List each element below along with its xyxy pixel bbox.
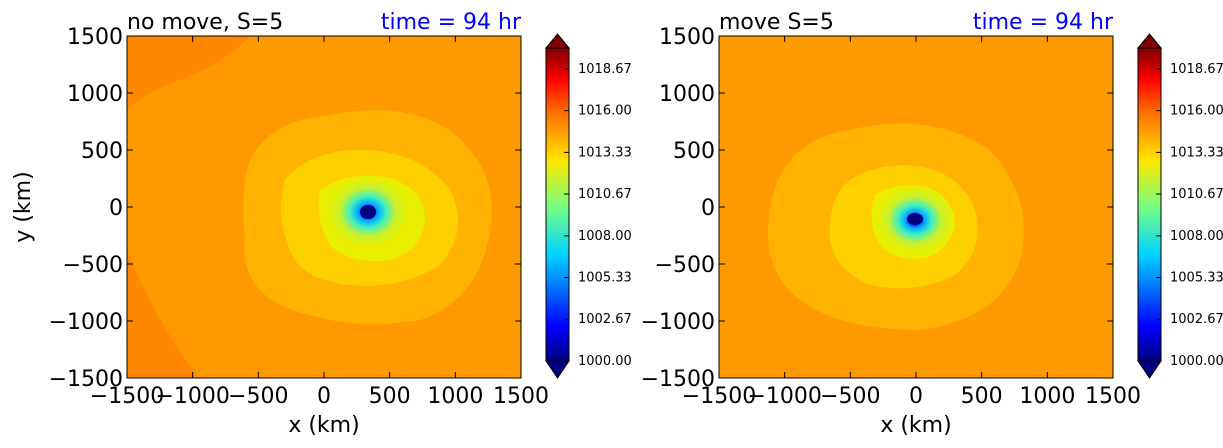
y-tick-label: 1000 (659, 82, 715, 107)
y-tick-label: −500 (63, 253, 123, 278)
left-low-center (360, 205, 376, 219)
colorbar-tick-label: 1008.00 (1170, 229, 1223, 244)
colorbar-tick-label: 1000.00 (578, 354, 632, 369)
colorbar-tick-label: 1010.67 (1170, 187, 1223, 202)
colorbar-tick-label: 1018.67 (578, 62, 632, 77)
x-tick-label: −1000 (747, 384, 821, 409)
colorbar-tick-label: 1018.67 (1170, 62, 1223, 77)
y-tick-label: 500 (81, 139, 123, 164)
left-pressure-field (127, 36, 521, 378)
x-tick-label: 1500 (493, 384, 549, 409)
colorbar-tick-label: 1008.00 (578, 229, 632, 244)
left-time-label: time = 94 hr (381, 10, 522, 35)
x-tick-label: 1500 (1085, 384, 1141, 409)
y-tick-label: 500 (673, 139, 715, 164)
y-tick-label: 1000 (67, 82, 123, 107)
right-pressure-field (719, 36, 1113, 378)
y-tick-label: 1500 (659, 25, 715, 50)
x-tick-label: −1000 (155, 384, 229, 409)
colorbar-tick-label: 1002.67 (578, 312, 632, 327)
left-colorbar-extend-max (544, 33, 571, 49)
colorbar-tick-label: 1000.00 (1170, 354, 1223, 369)
colorbar-tick-label: 1010.67 (578, 187, 632, 202)
y-tick-label: −1000 (49, 310, 123, 335)
right-colorbar-extend-max (1136, 33, 1163, 49)
x-tick-label: −500 (228, 384, 288, 409)
colorbar-tick-label: 1016.00 (578, 104, 632, 119)
colorbar-tick-label: 1013.33 (578, 145, 632, 160)
y-tick-label: 0 (701, 196, 715, 221)
y-tick-label: −1500 (641, 367, 715, 392)
right-title: move S=5 (719, 10, 834, 35)
x-tick-label: 500 (369, 384, 411, 409)
colorbar-tick-label: 1005.33 (578, 271, 632, 286)
y-tick-label: 0 (109, 196, 123, 221)
left-title: no move, S=5 (127, 10, 283, 35)
left-plot (126, 35, 522, 379)
x-tick-label: −500 (820, 384, 880, 409)
right-colorbar-extend-min (1137, 360, 1162, 379)
x-tick-label: −1500 (682, 384, 756, 409)
y-tick-label: −1000 (641, 310, 715, 335)
right-time-label: time = 94 hr (973, 10, 1114, 35)
left-colorbar-extend-min (545, 360, 570, 379)
y-tick-label: −500 (655, 253, 715, 278)
left-colorbar (544, 33, 571, 379)
colorbar-tick-label: 1016.00 (1170, 104, 1223, 119)
left-y-axis-label: y (km) (11, 171, 36, 242)
right-low-center (907, 213, 923, 225)
x-tick-label: 0 (317, 384, 331, 409)
right-plot (718, 35, 1114, 379)
right-colorbar (1136, 33, 1163, 379)
x-tick-label: 500 (961, 384, 1003, 409)
colorbar-tick-label: 1013.33 (1170, 145, 1223, 160)
y-tick-label: −1500 (49, 367, 123, 392)
colorbar-tick-label: 1002.67 (1170, 312, 1223, 327)
y-tick-label: 1500 (67, 25, 123, 50)
colorbar-tick-label: 1005.33 (1170, 271, 1223, 286)
x-tick-label: 1000 (427, 384, 483, 409)
x-tick-label: 1000 (1019, 384, 1075, 409)
x-tick-label: 0 (909, 384, 923, 409)
left-x-axis-label: x (km) (288, 413, 359, 438)
right-x-axis-label: x (km) (880, 413, 951, 438)
tick-layer: −1500−1000−500 0 500 1000 1500150010005000−5… (49, 25, 1223, 409)
x-tick-label: −1500 (90, 384, 164, 409)
